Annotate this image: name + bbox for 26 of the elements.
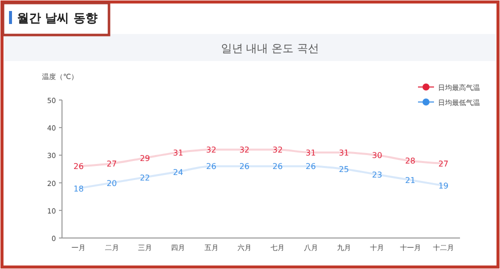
data-label: 26 — [272, 162, 283, 172]
data-label: 26 — [73, 162, 84, 172]
data-label: 24 — [172, 168, 184, 177]
data-label: 32 — [239, 146, 250, 155]
data-label: 19 — [438, 182, 449, 191]
data-label: 27 — [106, 159, 117, 168]
data-label: 20 — [106, 178, 117, 188]
data-label: 26 — [239, 162, 250, 172]
data-label: 32 — [206, 146, 216, 155]
data-label: 23 — [372, 170, 382, 180]
data-label: 31 — [306, 148, 316, 158]
chart-subtitle: 일년 내내 온도 곡선 — [220, 42, 320, 55]
data-label: 26 — [206, 162, 216, 172]
data-label: 25 — [338, 165, 350, 174]
data-label: 29 — [140, 154, 150, 163]
data-label: 32 — [272, 146, 283, 155]
chart-title: 월간 날씨 동향 — [17, 11, 98, 25]
data-label: 27 — [438, 159, 449, 168]
data-label: 18 — [73, 184, 84, 194]
data-label: 26 — [306, 162, 316, 172]
data-label: 30 — [372, 151, 382, 160]
data-label: 21 — [405, 176, 416, 186]
data-label: 22 — [140, 173, 150, 182]
data-label: 31 — [338, 148, 350, 158]
data-label: 28 — [405, 156, 416, 166]
data-label: 31 — [172, 148, 184, 158]
